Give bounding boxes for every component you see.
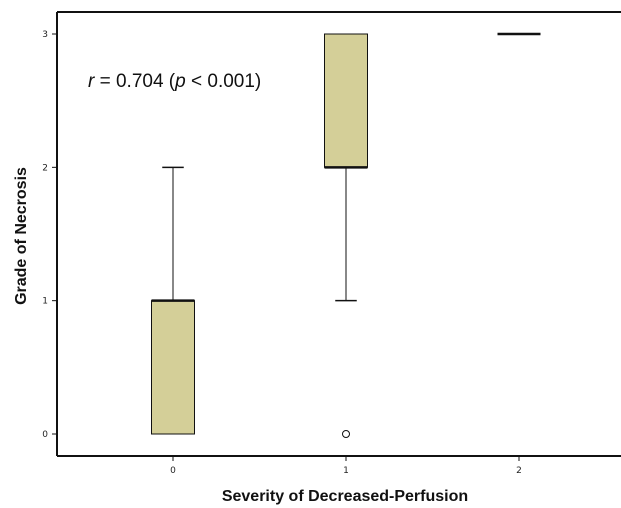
p-value-text: < 0.001) xyxy=(186,71,262,92)
r-symbol: r xyxy=(88,71,95,92)
r-value-text: = 0.704 ( xyxy=(94,71,175,92)
x-tick-label: 1 xyxy=(343,466,349,476)
p-symbol: p xyxy=(174,71,186,92)
iqr-box xyxy=(151,300,195,435)
tick-group: 0 1 2 3 0 1 2 xyxy=(42,30,522,476)
x-tick-label: 0 xyxy=(170,466,176,476)
box-0 xyxy=(151,166,195,435)
boxes-group xyxy=(151,32,541,438)
y-tick-label: 2 xyxy=(42,163,48,173)
y-tick-label: 1 xyxy=(42,297,48,307)
x-tick-label: 2 xyxy=(516,466,522,476)
y-tick-label: 0 xyxy=(42,430,48,440)
y-tick-label: 3 xyxy=(42,30,48,40)
iqr-box xyxy=(324,33,368,168)
correlation-annotation: r = 0.704 (p < 0.001) xyxy=(88,71,261,92)
y-axis-title: Grade of Necrosis xyxy=(13,167,30,305)
plot-axes xyxy=(56,11,621,457)
box-1 xyxy=(324,33,368,438)
x-axis-title: Severity of Decreased-Perfusion xyxy=(222,488,468,505)
outlier-point xyxy=(342,430,350,438)
